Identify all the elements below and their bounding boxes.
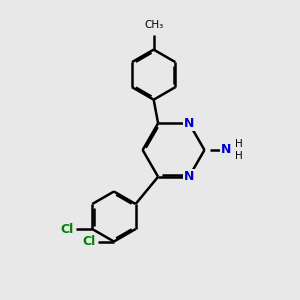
Text: N: N: [184, 117, 194, 130]
Text: CH₃: CH₃: [144, 20, 163, 30]
Text: N: N: [184, 170, 194, 183]
Text: N: N: [221, 143, 232, 157]
Text: H: H: [235, 139, 243, 148]
Text: H: H: [235, 152, 243, 161]
Text: Cl: Cl: [61, 223, 74, 236]
Text: Cl: Cl: [82, 235, 95, 248]
